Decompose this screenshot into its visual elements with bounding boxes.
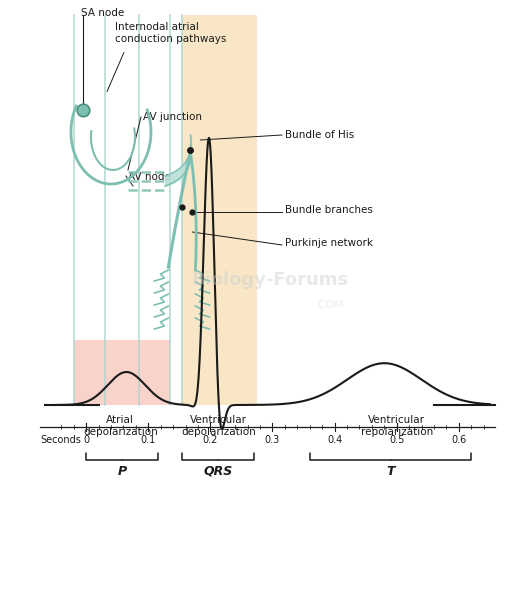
Text: AV junction: AV junction (143, 112, 202, 122)
Text: Ventricular
repolarization: Ventricular repolarization (361, 415, 433, 437)
Text: AV node: AV node (128, 172, 171, 182)
Text: Seconds: Seconds (40, 435, 81, 445)
Text: P: P (117, 465, 126, 478)
Text: Internodal atrial
conduction pathways: Internodal atrial conduction pathways (115, 22, 226, 44)
Text: QRS: QRS (203, 465, 233, 478)
Text: Ventricular
depolarization: Ventricular depolarization (181, 415, 256, 437)
Text: Bundle of His: Bundle of His (285, 130, 354, 140)
Bar (74, 340, 170, 405)
Text: Atrial
depolarization: Atrial depolarization (83, 415, 158, 437)
Text: 0.6: 0.6 (451, 435, 466, 445)
Text: 0: 0 (83, 435, 89, 445)
Text: 0.2: 0.2 (203, 435, 218, 445)
Text: 0.1: 0.1 (140, 435, 156, 445)
Text: Bundle branches: Bundle branches (285, 205, 373, 215)
Text: 0.3: 0.3 (265, 435, 280, 445)
Text: Purkinje network: Purkinje network (285, 238, 373, 248)
Text: 0.5: 0.5 (389, 435, 405, 445)
Text: 0.4: 0.4 (327, 435, 342, 445)
Text: T: T (386, 465, 395, 478)
Text: .COM: .COM (315, 300, 345, 310)
Text: SA node: SA node (81, 8, 124, 18)
Text: Biology-Forums: Biology-Forums (191, 271, 348, 289)
Bar (183, 15, 257, 405)
